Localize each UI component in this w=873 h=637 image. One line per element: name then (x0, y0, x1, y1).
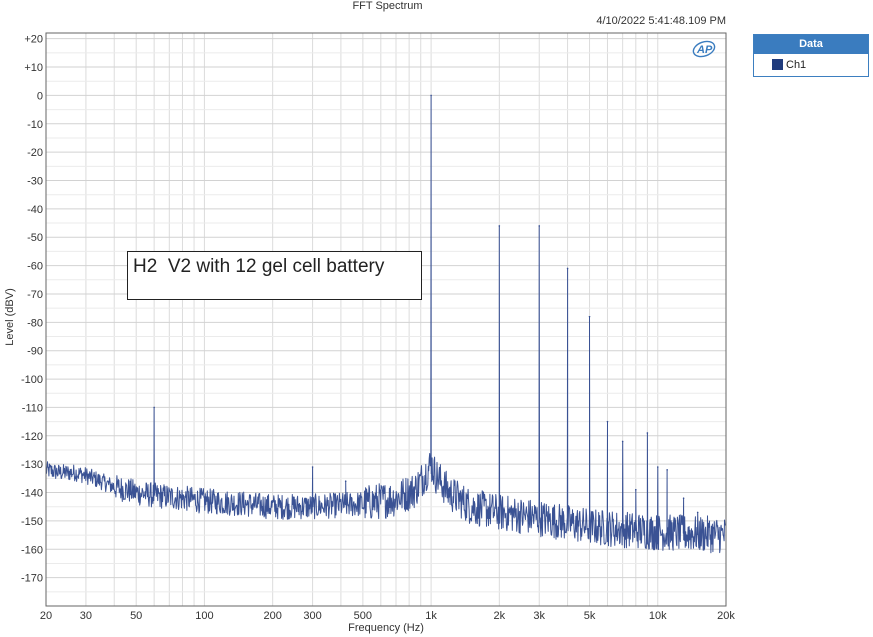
x-tick-label: 300 (303, 610, 321, 622)
peak-point (498, 225, 501, 227)
ap-logo: AP (692, 40, 716, 58)
y-tick-label: -140 (21, 488, 43, 500)
peak-point (153, 406, 155, 409)
y-tick-label: -20 (27, 147, 43, 159)
y-tick-label: +10 (24, 62, 43, 74)
peak-point (566, 267, 569, 270)
legend-swatch (772, 59, 783, 70)
y-tick-label: -150 (21, 516, 43, 528)
chart-timestamp: 4/10/2022 5:41:48.109 PM (596, 15, 726, 27)
y-tick-label: -170 (21, 573, 43, 585)
y-tick-label: -70 (27, 289, 43, 301)
legend-entry-label: Ch1 (786, 58, 807, 71)
peak-point (635, 488, 637, 491)
x-tick-label: 5k (584, 610, 596, 622)
peak-point (606, 420, 609, 423)
x-tick-label: 20k (717, 610, 735, 622)
y-tick-label: -130 (21, 459, 43, 471)
y-tick-label: -30 (27, 176, 43, 188)
peak-point (588, 315, 591, 318)
x-tick-label: 10k (649, 610, 667, 622)
x-tick-label: 30 (80, 610, 92, 622)
legend: Data Ch1 (753, 34, 869, 77)
y-tick-label: -100 (21, 374, 43, 386)
y-tick-label: -60 (27, 261, 43, 273)
x-tick-label: 100 (195, 610, 213, 622)
x-tick-label: 20 (40, 610, 52, 622)
svg-text:AP: AP (696, 44, 713, 56)
legend-entry[interactable]: Ch1 (754, 54, 868, 75)
peak-point (538, 225, 541, 227)
x-tick-label: 2k (494, 610, 506, 622)
y-tick-label: -10 (27, 119, 43, 131)
peak-point (430, 94, 432, 97)
plot-frame (45, 32, 727, 607)
y-tick-label: -120 (21, 431, 43, 443)
peak-point (311, 466, 314, 468)
peak-point (621, 440, 624, 443)
peak-point (696, 511, 699, 514)
series-ch1-line (45, 94, 727, 554)
y-tick-label: -50 (27, 232, 43, 244)
y-tick-label: -40 (27, 204, 43, 216)
y-tick-label: -90 (27, 346, 43, 358)
y-axis-label: Level (dBV) (4, 288, 16, 345)
peak-point (344, 480, 347, 482)
annotation-box: H2 V2 with 12 gel cell battery (127, 251, 422, 300)
x-tick-label: 500 (354, 610, 372, 622)
chart-tick-labels: 20 30 50 100 200 300 500 1k 2k 3k 5k 10k 20k +20 +10 0 -… (21, 34, 735, 622)
x-tick-label: 50 (130, 610, 142, 622)
chart-grid (46, 33, 726, 606)
peak-point (656, 466, 659, 468)
y-tick-label: +20 (24, 34, 43, 46)
chart-axes (45, 32, 727, 607)
peak-point (682, 497, 685, 500)
chart-title: FFT Spectrum (352, 0, 423, 12)
peak-point (646, 432, 649, 434)
x-axis-label: Frequency (Hz) (348, 622, 424, 634)
x-tick-label: 200 (263, 610, 281, 622)
y-tick-label: 0 (37, 90, 43, 102)
legend-header: Data (754, 35, 868, 54)
x-tick-label: 3k (533, 610, 545, 622)
x-tick-label: 1k (425, 610, 437, 622)
y-tick-label: -110 (22, 402, 43, 414)
peak-point (666, 469, 668, 471)
y-tick-label: -80 (27, 317, 43, 329)
chart-trace (45, 94, 727, 554)
y-tick-label: -160 (21, 544, 43, 556)
